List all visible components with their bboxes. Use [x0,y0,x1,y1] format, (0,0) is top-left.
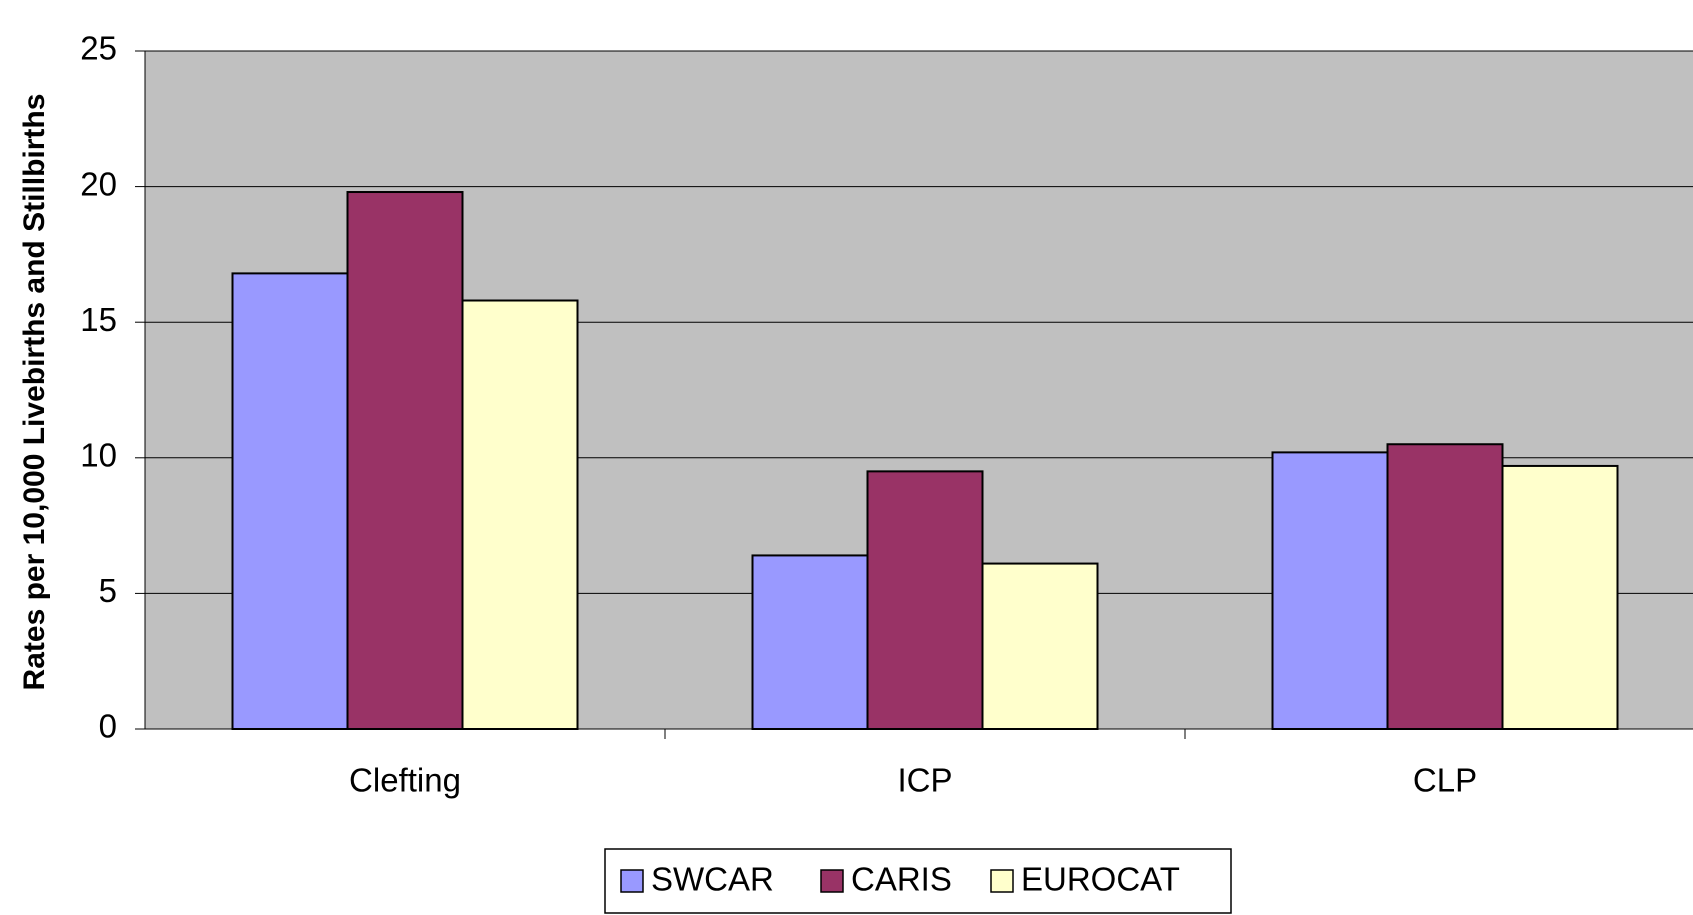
y-tick-label: 5 [99,572,117,609]
legend-label: SWCAR [651,861,774,898]
bar [231,272,349,730]
legend-label: EUROCAT [1021,861,1180,898]
legend-swatch [620,869,644,893]
x-tick-label: Clefting [349,762,461,799]
legend-swatch [990,869,1014,893]
y-axis-label: Rates per 10,000 Livebirths and Stillbir… [18,94,51,691]
x-tick-label: ICP [897,762,952,799]
y-tick-label: 15 [80,301,117,338]
bar [751,554,869,730]
y-tick-label: 0 [99,708,117,745]
bar [346,191,464,731]
y-tick-label: 10 [80,437,117,474]
bar [981,562,1099,730]
bar [1501,464,1619,730]
legend-swatch [820,869,844,893]
y-tick-label: 20 [80,165,117,202]
bar [1271,451,1389,730]
x-tick-label: CLP [1413,762,1477,799]
y-tick-label: 25 [80,30,117,67]
bar [1386,443,1504,730]
legend-label: CARIS [851,861,952,898]
legend-box [604,848,1232,914]
bar [866,470,984,730]
bar [461,299,579,730]
